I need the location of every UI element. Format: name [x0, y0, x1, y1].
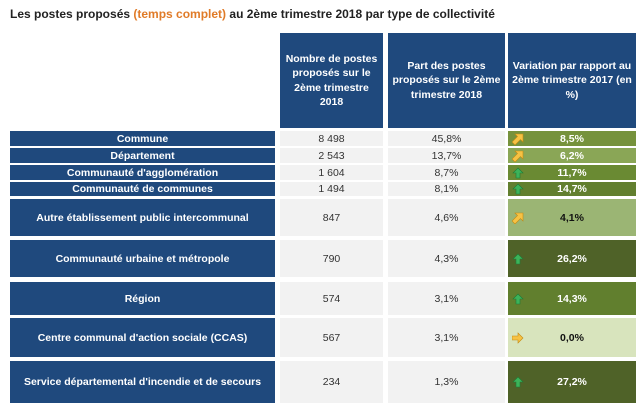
variation-value: 14,3% — [557, 292, 587, 305]
up-arrow-icon — [512, 183, 524, 195]
variation-cell: 4,1% — [508, 199, 636, 236]
count-cell: 1 604 — [280, 165, 383, 180]
share-cell: 8,7% — [388, 165, 505, 180]
variation-value: 14,7% — [557, 183, 587, 195]
share-cell: 4,6% — [388, 199, 505, 236]
title-highlight: (temps complet) — [133, 7, 227, 21]
variation-cell: 14,3% — [508, 282, 636, 315]
table-row: Département 2 543 13,7% 6,2% — [10, 148, 636, 163]
variation-cell: 11,7% — [508, 165, 636, 180]
table-row: Communauté d'agglomération 1 604 8,7% 11… — [10, 165, 636, 180]
variation-cell: 27,2% — [508, 361, 636, 403]
diagonal-up-arrow-icon — [511, 133, 524, 145]
up-arrow-icon — [512, 167, 524, 179]
page-title: Les postes proposés (temps complet) au 2… — [10, 7, 495, 21]
diagonal-up-arrow-icon — [511, 212, 524, 224]
row-label: Autre établissement public intercommunal — [10, 199, 275, 236]
row-label: Commune — [10, 131, 275, 146]
up-arrow-icon — [512, 253, 524, 265]
table-row: Service départemental d'incendie et de s… — [10, 361, 636, 403]
header-share: Part des postes proposés sur le 2ème tri… — [388, 33, 505, 128]
count-cell: 847 — [280, 199, 383, 236]
count-cell: 234 — [280, 361, 383, 403]
row-label: Communauté de communes — [10, 182, 275, 196]
right-arrow-icon — [511, 331, 524, 344]
share-cell: 4,3% — [388, 240, 505, 277]
up-arrow-icon — [512, 293, 524, 305]
table-row: Communauté urbaine et métropole 790 4,3%… — [10, 240, 636, 277]
variation-value: 26,2% — [557, 252, 587, 265]
variation-value: 4,1% — [560, 211, 584, 224]
header-count: Nombre de postes proposés sur le 2ème tr… — [280, 33, 383, 128]
variation-value: 6,2% — [560, 149, 584, 162]
count-cell: 790 — [280, 240, 383, 277]
count-cell: 574 — [280, 282, 383, 315]
table-row: Communauté de communes 1 494 8,1% 14,7% — [10, 182, 636, 196]
variation-value: 0,0% — [560, 331, 584, 344]
variation-cell: 14,7% — [508, 182, 636, 196]
table-row: Région 574 3,1% 14,3% — [10, 282, 636, 315]
up-arrow-icon — [512, 376, 524, 388]
variation-cell: 26,2% — [508, 240, 636, 277]
table-row: Centre communal d'action sociale (CCAS) … — [10, 318, 636, 357]
variation-value: 11,7% — [557, 166, 587, 179]
table-row: Autre établissement public intercommunal… — [10, 199, 636, 236]
variation-value: 8,5% — [560, 132, 584, 145]
table-row: Commune 8 498 45,8% 8,5% — [10, 131, 636, 146]
variation-cell: 0,0% — [508, 318, 636, 357]
count-cell: 567 — [280, 318, 383, 357]
share-cell: 45,8% — [388, 131, 505, 146]
share-cell: 3,1% — [388, 318, 505, 357]
share-cell: 13,7% — [388, 148, 505, 163]
share-cell: 1,3% — [388, 361, 505, 403]
count-cell: 2 543 — [280, 148, 383, 163]
row-label: Communauté urbaine et métropole — [10, 240, 275, 277]
row-label: Région — [10, 282, 275, 315]
count-cell: 1 494 — [280, 182, 383, 196]
share-cell: 8,1% — [388, 182, 505, 196]
row-label: Service départemental d'incendie et de s… — [10, 361, 275, 403]
row-label: Communauté d'agglomération — [10, 165, 275, 180]
diagonal-up-arrow-icon — [511, 150, 524, 162]
variation-cell: 8,5% — [508, 131, 636, 146]
variation-value: 27,2% — [557, 376, 587, 388]
header-variation: Variation par rapport au 2ème trimestre … — [508, 33, 636, 128]
share-cell: 3,1% — [388, 282, 505, 315]
count-cell: 8 498 — [280, 131, 383, 146]
row-label: Département — [10, 148, 275, 163]
row-label: Centre communal d'action sociale (CCAS) — [10, 318, 275, 357]
variation-cell: 6,2% — [508, 148, 636, 163]
